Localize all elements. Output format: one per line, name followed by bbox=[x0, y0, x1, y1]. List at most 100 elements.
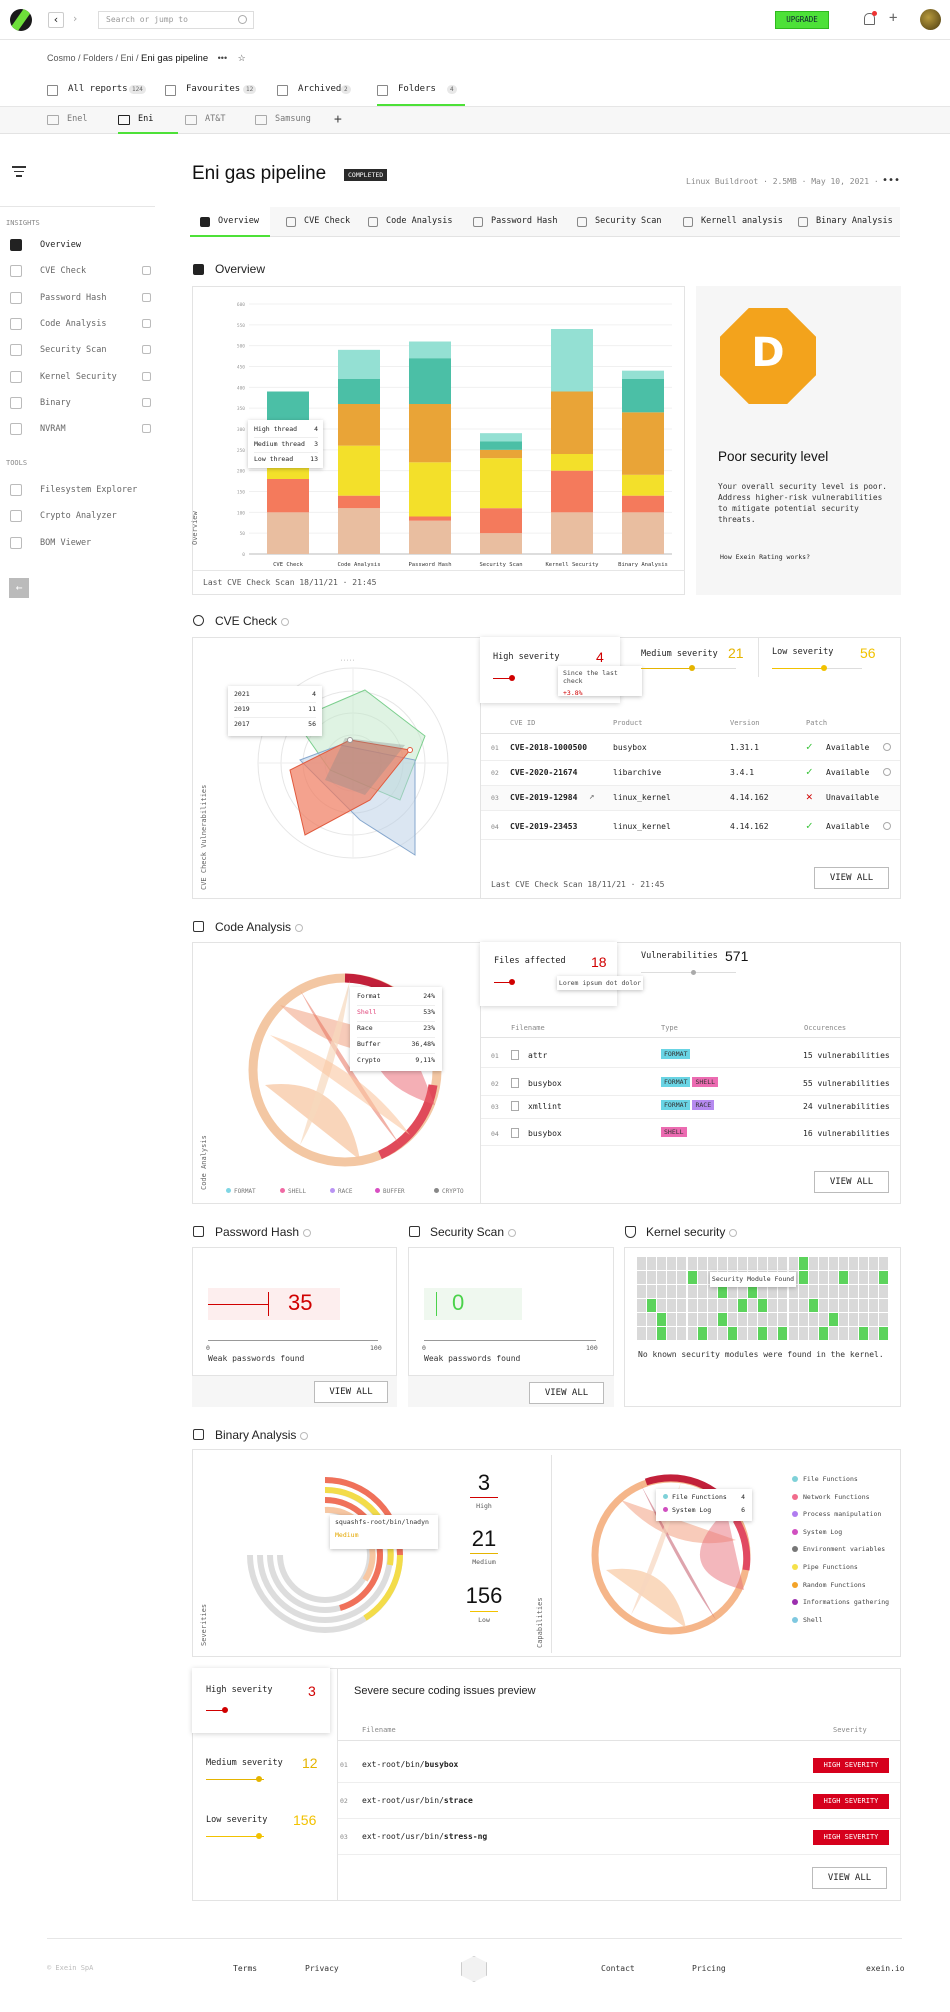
cve-id[interactable]: CVE-2019-12984 bbox=[510, 793, 578, 802]
legend-dot bbox=[663, 1507, 668, 1512]
avatar[interactable] bbox=[920, 9, 941, 30]
report-tab-label: Folders bbox=[398, 84, 436, 94]
sidebar-item-code-analysis[interactable]: Code Analysis bbox=[10, 316, 155, 332]
page-more-icon[interactable]: ••• bbox=[882, 175, 901, 186]
folder-tab-enel[interactable]: Enel bbox=[47, 113, 107, 134]
kernel-cell bbox=[687, 1299, 697, 1312]
add-folder-icon[interactable]: + bbox=[334, 112, 342, 127]
collapse-sidebar-button[interactable]: ← bbox=[9, 578, 29, 598]
cve-table-row[interactable]: 03 CVE-2019-12984 ↗ linux_kernel 4.14.162 ✕ Un… bbox=[481, 786, 900, 811]
sidebar-item-label: Security Scan bbox=[40, 345, 107, 355]
cve-id[interactable]: CVE-2019-23453 bbox=[510, 822, 578, 831]
cve-table-row[interactable]: 02 CVE-2020-21674 libarchive 3.4.1 ✓ Availabl… bbox=[481, 761, 900, 786]
info-icon[interactable] bbox=[883, 822, 891, 830]
code-table-row[interactable]: 02 busybox FORMAT SHELL 55 vulnerabilities bbox=[481, 1072, 900, 1096]
coding-filename[interactable]: ext-root/usr/bin/strace bbox=[362, 1796, 473, 1805]
upgrade-button[interactable]: UPGRADE bbox=[775, 11, 829, 29]
sidebar-tool-filesystem-explorer[interactable]: Filesystem Explorer bbox=[10, 482, 155, 498]
kernel-cell bbox=[798, 1271, 808, 1284]
sidebar-item-overview[interactable]: Overview bbox=[10, 237, 155, 253]
folder-tab-eni[interactable]: Eni bbox=[118, 113, 178, 134]
cve-table-row[interactable]: 04 CVE-2019-23453 linux_kernel 4.14.162 ✓ Ava… bbox=[481, 815, 900, 840]
report-tab-archived[interactable]: Archived 2 bbox=[277, 83, 359, 106]
external-link-icon[interactable]: ↗ bbox=[589, 792, 595, 802]
tab-code-analysis[interactable]: Code Analysis bbox=[358, 207, 460, 237]
exein-logo[interactable] bbox=[10, 9, 32, 31]
coding-view-all-button[interactable]: VIEW ALL bbox=[812, 1867, 887, 1889]
sidebar-item-password-hash[interactable]: Password Hash bbox=[10, 290, 155, 306]
sidebar-item-cve-check[interactable]: CVE Check bbox=[10, 263, 155, 279]
coding-filename[interactable]: ext-root/bin/busybox bbox=[362, 1760, 459, 1769]
code-table-row[interactable]: 04 busybox SHELL 16 vulnerabilities bbox=[481, 1122, 900, 1146]
sidebar-item-label: Overview bbox=[40, 240, 81, 250]
password-view-all-button[interactable]: VIEW ALL bbox=[314, 1381, 388, 1403]
bar-segment-red bbox=[622, 495, 664, 513]
sidebar-item-binary[interactable]: Binary bbox=[10, 395, 155, 411]
code-filename[interactable]: busybox bbox=[528, 1129, 562, 1138]
more-icon[interactable]: ••• bbox=[217, 53, 228, 63]
tab-binary-analysis[interactable]: Binary Analysis bbox=[788, 207, 894, 237]
row-number: 03 bbox=[491, 794, 499, 802]
plus-icon[interactable]: + bbox=[889, 10, 898, 26]
report-tab-folders[interactable]: Folders 4 bbox=[377, 83, 465, 106]
coding-table-row[interactable]: 02 ext-root/usr/bin/strace HIGH SEVERITY bbox=[338, 1785, 900, 1819]
tab-cve-check[interactable]: CVE Check bbox=[276, 207, 356, 237]
sidebar-item-kernel-security[interactable]: Kernel Security bbox=[10, 369, 155, 385]
sidebar-item-nvram[interactable]: NVRAM bbox=[10, 421, 155, 437]
kernel-cell bbox=[839, 1327, 848, 1340]
folder-tab-samsung[interactable]: Samsung bbox=[255, 113, 315, 134]
tab-kernell-analysis[interactable]: Kernell analysis bbox=[673, 207, 785, 237]
kernel-cell bbox=[778, 1285, 788, 1298]
y-tick-label: 300 bbox=[237, 427, 245, 433]
search-input[interactable]: Search or jump to bbox=[98, 11, 254, 29]
report-tab-favourites[interactable]: Favourites 12 bbox=[165, 83, 261, 106]
tab-overview[interactable]: Overview bbox=[190, 207, 270, 237]
coding-filename[interactable]: ext-root/usr/bin/stress-ng bbox=[362, 1832, 488, 1841]
filter-icon[interactable] bbox=[12, 166, 26, 177]
sidebar-item-icon bbox=[10, 397, 22, 409]
sidebar-item-label: Kernel Security bbox=[40, 372, 117, 382]
code-view-all-button[interactable]: VIEW ALL bbox=[814, 1171, 889, 1193]
cve-table-row[interactable]: 01 CVE-2018-1000500 busybox 1.31.1 ✓ Availabl… bbox=[481, 736, 900, 761]
code-filename[interactable]: busybox bbox=[528, 1079, 562, 1088]
code-table-row[interactable]: 01 attr FORMAT 15 vulnerabilities bbox=[481, 1044, 900, 1068]
cve-id[interactable]: CVE-2018-1000500 bbox=[510, 743, 588, 752]
footer-link-terms[interactable]: Terms bbox=[233, 1964, 258, 1973]
coding-medium-value: 12 bbox=[302, 1755, 318, 1771]
cve-view-all-button[interactable]: VIEW ALL bbox=[814, 867, 889, 889]
kernel-cell bbox=[687, 1327, 697, 1340]
kernel-cell bbox=[657, 1299, 667, 1312]
score-link[interactable]: How Exein Rating works? bbox=[720, 553, 811, 561]
cve-id[interactable]: CVE-2020-21674 bbox=[510, 768, 578, 777]
info-icon[interactable] bbox=[883, 743, 891, 751]
footer-link-pricing[interactable]: Pricing bbox=[692, 1964, 726, 1973]
sidebar-item-security-scan[interactable]: Security Scan bbox=[10, 342, 155, 358]
tab-password-hash[interactable]: Password Hash bbox=[463, 207, 565, 237]
footer-link-privacy[interactable]: Privacy bbox=[305, 1964, 339, 1973]
kernel-cell bbox=[748, 1285, 758, 1298]
code-filename[interactable]: attr bbox=[528, 1051, 548, 1060]
report-tab-all-reports[interactable]: All reports 124 bbox=[47, 83, 147, 106]
coding-table-row[interactable]: 03 ext-root/usr/bin/stress-ng HIGH SEVERIT… bbox=[338, 1821, 900, 1855]
sidebar-tool-crypto-analyzer[interactable]: Crypto Analyzer bbox=[10, 508, 155, 524]
security-view-all-button[interactable]: VIEW ALL bbox=[529, 1382, 604, 1404]
code-table-row[interactable]: 03 xmllint FORMAT RACE 24 vulnerabilities bbox=[481, 1095, 900, 1119]
info-icon[interactable] bbox=[883, 768, 891, 776]
bell-icon[interactable] bbox=[864, 13, 875, 25]
binary-tooltip: squashfs-root/bin/lnadyn Medium bbox=[330, 1515, 438, 1549]
binary-axis-right: Capabilities bbox=[536, 1597, 544, 1648]
footer-site[interactable]: exein.io bbox=[866, 1964, 905, 1973]
sidebar-tool-bom-viewer[interactable]: BOM Viewer bbox=[10, 535, 155, 551]
top-bar: ‹ › Search or jump to UPGRADE + bbox=[0, 0, 950, 40]
star-icon[interactable]: ☆ bbox=[237, 53, 246, 63]
breadcrumb: Cosmo / Folders / Eni / Eni gas pipeline… bbox=[47, 53, 246, 64]
footer-link-contact[interactable]: Contact bbox=[601, 1964, 635, 1973]
kernel-cell bbox=[788, 1257, 798, 1270]
code-filename[interactable]: xmllint bbox=[528, 1102, 562, 1111]
overview-tooltip: High thread 4 Medium thread 3 Low thread 13 bbox=[248, 420, 323, 468]
forward-icon[interactable]: › bbox=[71, 12, 79, 25]
coding-table-row[interactable]: 01 ext-root/bin/busybox HIGH SEVERITY bbox=[338, 1749, 900, 1783]
back-icon[interactable]: ‹ bbox=[48, 12, 64, 28]
folder-tab-att[interactable]: AT&T bbox=[185, 113, 245, 134]
tab-security-scan[interactable]: Security Scan bbox=[567, 207, 671, 237]
